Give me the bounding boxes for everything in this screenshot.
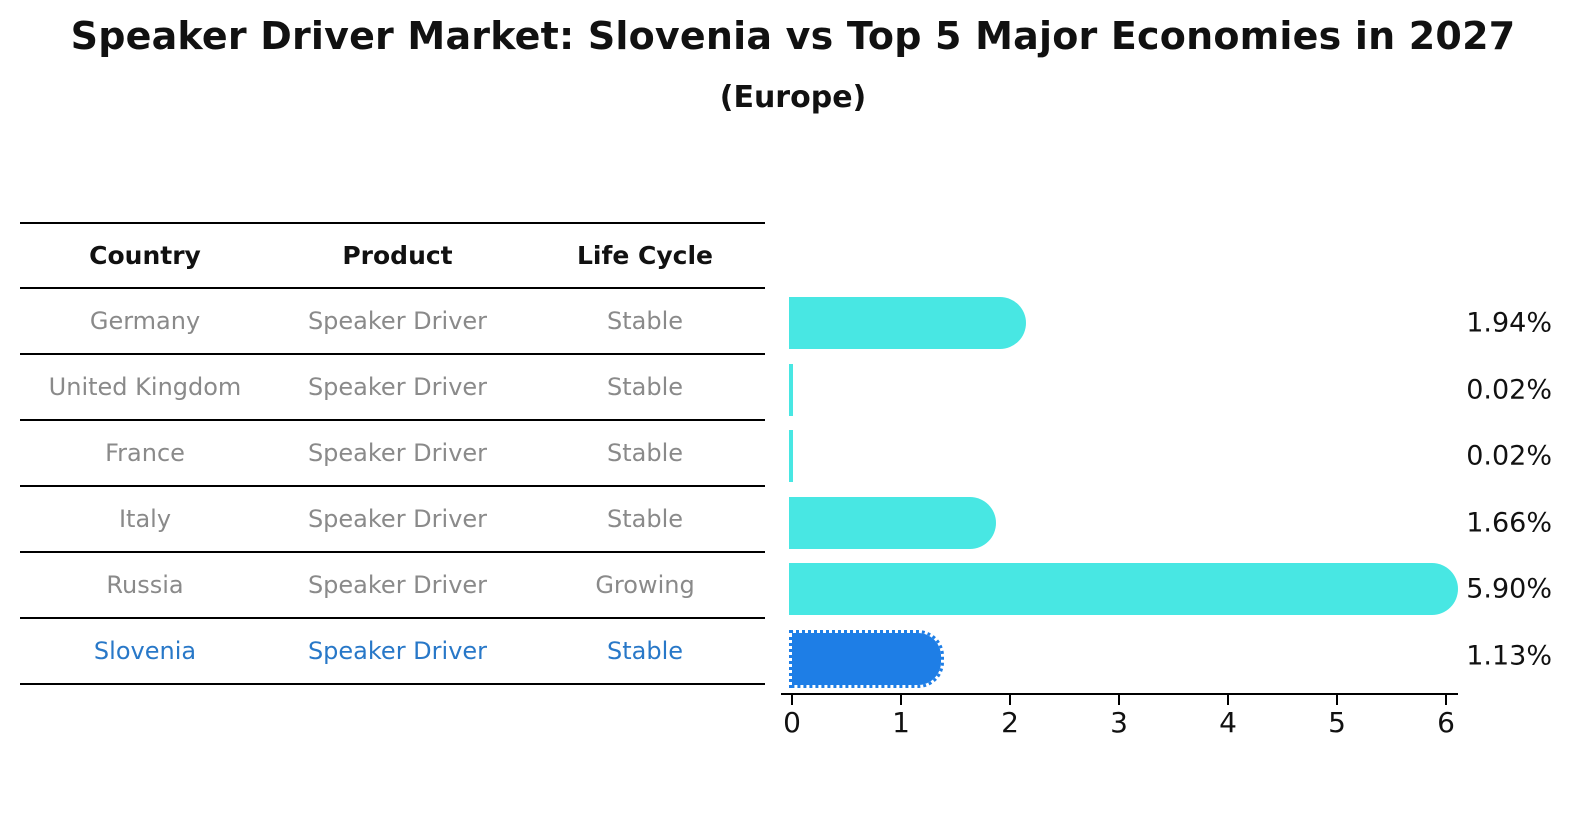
cell-country: Germany	[89, 307, 201, 335]
x-tick-label-4: 4	[1219, 706, 1237, 739]
bar-slovenia	[789, 629, 945, 688]
x-tick-label-1: 1	[892, 706, 910, 739]
x-tick	[1226, 695, 1230, 705]
x-tick-label-0: 0	[783, 706, 801, 739]
x-tick	[790, 695, 794, 705]
x-tick-label-3: 3	[1110, 706, 1128, 739]
cell-country: Russia	[106, 571, 184, 599]
x-tick	[899, 695, 903, 705]
value-label-slovenia: 1.13%	[1466, 640, 1552, 672]
x-tick-label-5: 5	[1328, 706, 1346, 739]
bar-germany	[789, 297, 1027, 350]
cell-product: Speaker Driver	[307, 637, 488, 665]
value-label-united-kingdom: 0.02%	[1466, 374, 1552, 406]
bar-italy	[789, 496, 996, 549]
bar-russia	[789, 563, 1459, 616]
table-row-germany: Germany Speaker Driver Stable	[20, 289, 765, 355]
value-label-russia: 5.90%	[1466, 573, 1552, 605]
table-header-country: Country	[89, 241, 201, 270]
cell-country: United Kingdom	[48, 373, 242, 401]
cell-product: Speaker Driver	[307, 571, 488, 599]
value-label-italy: 1.66%	[1466, 507, 1552, 539]
x-tick	[1117, 695, 1121, 705]
value-label-france: 0.02%	[1466, 440, 1552, 472]
cell-life-cycle: Growing	[595, 571, 695, 599]
x-tick	[1008, 695, 1012, 705]
cell-life-cycle: Stable	[606, 373, 684, 401]
x-tick	[1444, 695, 1448, 705]
x-tick-label-2: 2	[1001, 706, 1019, 739]
table-row-france: France Speaker Driver Stable	[20, 421, 765, 487]
x-tick	[1335, 695, 1339, 705]
comparison-table: Country Product Life Cycle Germany Speake…	[20, 222, 765, 685]
bar-united-kingdom	[789, 363, 793, 416]
x-axis-line	[781, 692, 1458, 695]
cell-product: Speaker Driver	[307, 373, 488, 401]
cell-product: Speaker Driver	[307, 505, 488, 533]
chart-subtitle: (Europe)	[719, 80, 867, 115]
cell-country: France	[105, 439, 185, 467]
cell-country: Slovenia	[93, 637, 197, 665]
table-header-life-cycle: Life Cycle	[576, 241, 714, 270]
value-label-germany: 1.94%	[1466, 307, 1552, 339]
table-row-united-kingdom: United Kingdom Speaker Driver Stable	[20, 355, 765, 421]
cell-life-cycle: Stable	[606, 505, 684, 533]
table-row-italy: Italy Speaker Driver Stable	[20, 487, 765, 553]
bar-france	[789, 430, 793, 483]
cell-life-cycle: Stable	[606, 637, 684, 665]
table-header-product: Product	[342, 241, 453, 270]
table-row-slovenia: Slovenia Speaker Driver Stable	[20, 619, 765, 685]
cell-country: Italy	[118, 505, 172, 533]
cell-product: Speaker Driver	[307, 439, 488, 467]
x-tick-label-6: 6	[1437, 706, 1455, 739]
cell-product: Speaker Driver	[307, 307, 488, 335]
table-row-russia: Russia Speaker Driver Growing	[20, 553, 765, 619]
table-body: Germany Speaker Driver Stable United Kingdo…	[20, 289, 765, 685]
table-header-row: Country Product Life Cycle	[20, 222, 765, 289]
cell-life-cycle: Stable	[606, 439, 684, 467]
chart-title: Speaker Driver Market: Slovenia vs Top 5…	[70, 14, 1516, 58]
cell-life-cycle: Stable	[606, 307, 684, 335]
